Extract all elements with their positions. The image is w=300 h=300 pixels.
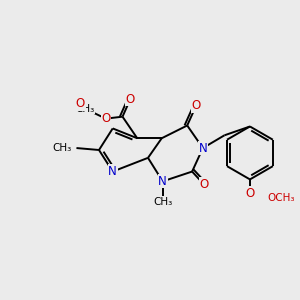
Text: N: N xyxy=(108,165,117,178)
Text: N: N xyxy=(158,175,167,188)
Text: O: O xyxy=(101,112,110,125)
Text: OCH₃: OCH₃ xyxy=(268,193,295,203)
Text: CH₃: CH₃ xyxy=(153,197,172,207)
Text: O: O xyxy=(76,98,85,110)
Text: CH₃: CH₃ xyxy=(52,143,71,153)
Text: N: N xyxy=(199,142,207,154)
Text: O: O xyxy=(199,178,208,191)
Text: CH₃: CH₃ xyxy=(76,104,95,114)
Text: O: O xyxy=(191,99,201,112)
Text: O: O xyxy=(245,187,255,200)
Text: O: O xyxy=(126,92,135,106)
